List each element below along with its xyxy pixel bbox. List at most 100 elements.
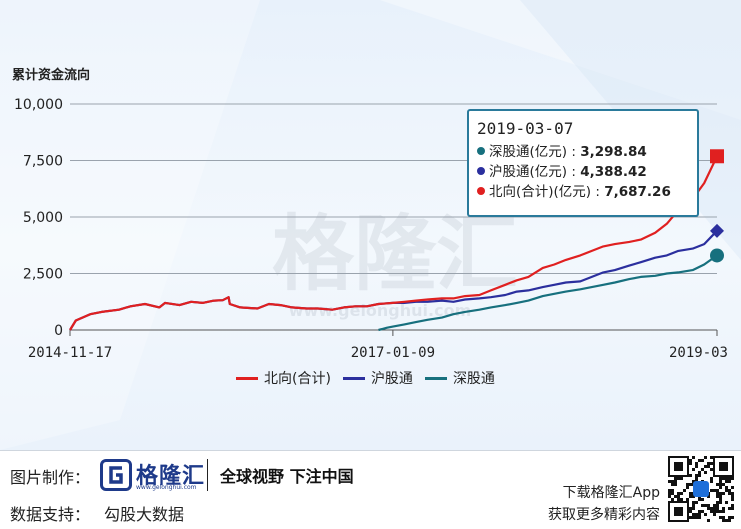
- qr-module: [722, 510, 725, 513]
- tooltip-value: 7,687.26: [604, 184, 671, 200]
- qr-module: [707, 504, 710, 507]
- qr-module: [668, 480, 671, 483]
- footer-divider: [0, 450, 741, 451]
- qr-module: [680, 492, 683, 495]
- qr-module: [689, 459, 692, 462]
- logo-url: www.gelonghui.com: [136, 484, 197, 491]
- qr-module: [680, 477, 683, 480]
- qr-module: [704, 504, 707, 507]
- qr-module: [701, 498, 704, 501]
- qr-module: [671, 483, 674, 486]
- qr-module: [707, 465, 710, 468]
- y-tick-label: 10,000: [14, 97, 63, 113]
- qr-finder-center: [719, 462, 728, 471]
- y-axis: 0 2,500 5,000 7,500 10,000: [14, 97, 63, 339]
- tooltip-label: 北向(合计)(亿元): [489, 184, 592, 200]
- qr-module: [719, 477, 722, 480]
- legend-item-sh[interactable]: 沪股通: [342, 368, 413, 388]
- qr-module: [725, 489, 728, 492]
- qr-module: [719, 483, 722, 486]
- footer: 图片制作： 格隆汇 www.gelonghui.com 全球视野 下注中国 数据…: [0, 451, 741, 529]
- qr-module: [668, 495, 671, 498]
- qr-module: [689, 474, 692, 477]
- qr-module: [719, 516, 722, 519]
- qr-module: [698, 510, 701, 513]
- qr-module: [671, 492, 674, 495]
- qr-finder-center: [674, 507, 683, 516]
- y-tick-label: 5,000: [23, 210, 63, 226]
- more-content-text: 获取更多精彩内容: [548, 507, 660, 523]
- qr-module: [716, 489, 719, 492]
- qr-code-icon[interactable]: [668, 456, 734, 522]
- qr-module: [710, 507, 713, 510]
- series-line: [378, 254, 718, 332]
- qr-module: [674, 477, 677, 480]
- legend-item-sz[interactable]: 深股通: [424, 368, 495, 388]
- qr-module: [695, 465, 698, 468]
- tooltip-value: 3,298.84: [580, 144, 647, 160]
- qr-module: [695, 516, 698, 519]
- qr-module: [731, 504, 734, 507]
- qr-module: [671, 489, 674, 492]
- series-end-marker: [710, 223, 724, 238]
- qr-finder: [713, 456, 734, 477]
- qr-module: [710, 489, 713, 492]
- qr-module: [692, 480, 695, 483]
- qr-module: [713, 504, 716, 507]
- tooltip-dot: [477, 147, 485, 155]
- qr-module: [695, 477, 698, 480]
- qr-module: [728, 489, 731, 492]
- tooltip-date: 2019-03-07: [477, 119, 574, 138]
- tooltip-row-north: 北向(合计)(亿元) : 7,687.26: [477, 182, 689, 202]
- qr-module: [716, 495, 719, 498]
- x-tick-label: 2019-03: [669, 345, 728, 361]
- legend-item-north[interactable]: 北向(合计): [236, 368, 331, 388]
- qr-module: [722, 516, 725, 519]
- qr-module: [677, 492, 680, 495]
- qr-module: [722, 492, 725, 495]
- chart-background: [0, 0, 741, 450]
- qr-module: [719, 492, 722, 495]
- qr-module: [692, 504, 695, 507]
- qr-module: [692, 495, 695, 498]
- qr-module: [710, 468, 713, 471]
- tooltip-value: 4,388.42: [580, 164, 647, 180]
- qr-module: [698, 459, 701, 462]
- qr-module: [701, 459, 704, 462]
- watermark-text: 格隆汇: [272, 207, 518, 302]
- y-tick-label: 2,500: [23, 267, 63, 283]
- qr-module: [719, 495, 722, 498]
- qr-module: [677, 498, 680, 501]
- download-app-text: 下载格隆汇App: [562, 485, 660, 501]
- qr-module: [692, 516, 695, 519]
- qr-module: [710, 477, 713, 480]
- qr-module: [692, 513, 695, 516]
- qr-module: [725, 501, 728, 504]
- qr-module: [674, 483, 677, 486]
- qr-module: [668, 492, 671, 495]
- qr-module: [686, 486, 689, 489]
- qr-module: [728, 516, 731, 519]
- end-markers: [710, 149, 724, 263]
- qr-module: [689, 516, 692, 519]
- qr-module: [725, 480, 728, 483]
- qr-module: [698, 513, 701, 516]
- qr-module: [692, 501, 695, 504]
- qr-module: [731, 507, 734, 510]
- qr-module: [704, 465, 707, 468]
- qr-module: [677, 495, 680, 498]
- qr-module: [698, 471, 701, 474]
- legend-label: 北向(合计): [264, 371, 331, 387]
- qr-module: [710, 462, 713, 465]
- qr-module: [722, 507, 725, 510]
- qr-module: [689, 495, 692, 498]
- qr-module: [692, 507, 695, 510]
- qr-module: [728, 507, 731, 510]
- qr-module: [716, 510, 719, 513]
- qr-module: [704, 471, 707, 474]
- qr-module: [698, 516, 701, 519]
- tooltip-dot: [477, 167, 485, 175]
- legend-swatch: [342, 376, 365, 380]
- tooltip-label: 深股通(亿元): [489, 144, 568, 160]
- x-tick-label: 2014-11-17: [28, 345, 112, 361]
